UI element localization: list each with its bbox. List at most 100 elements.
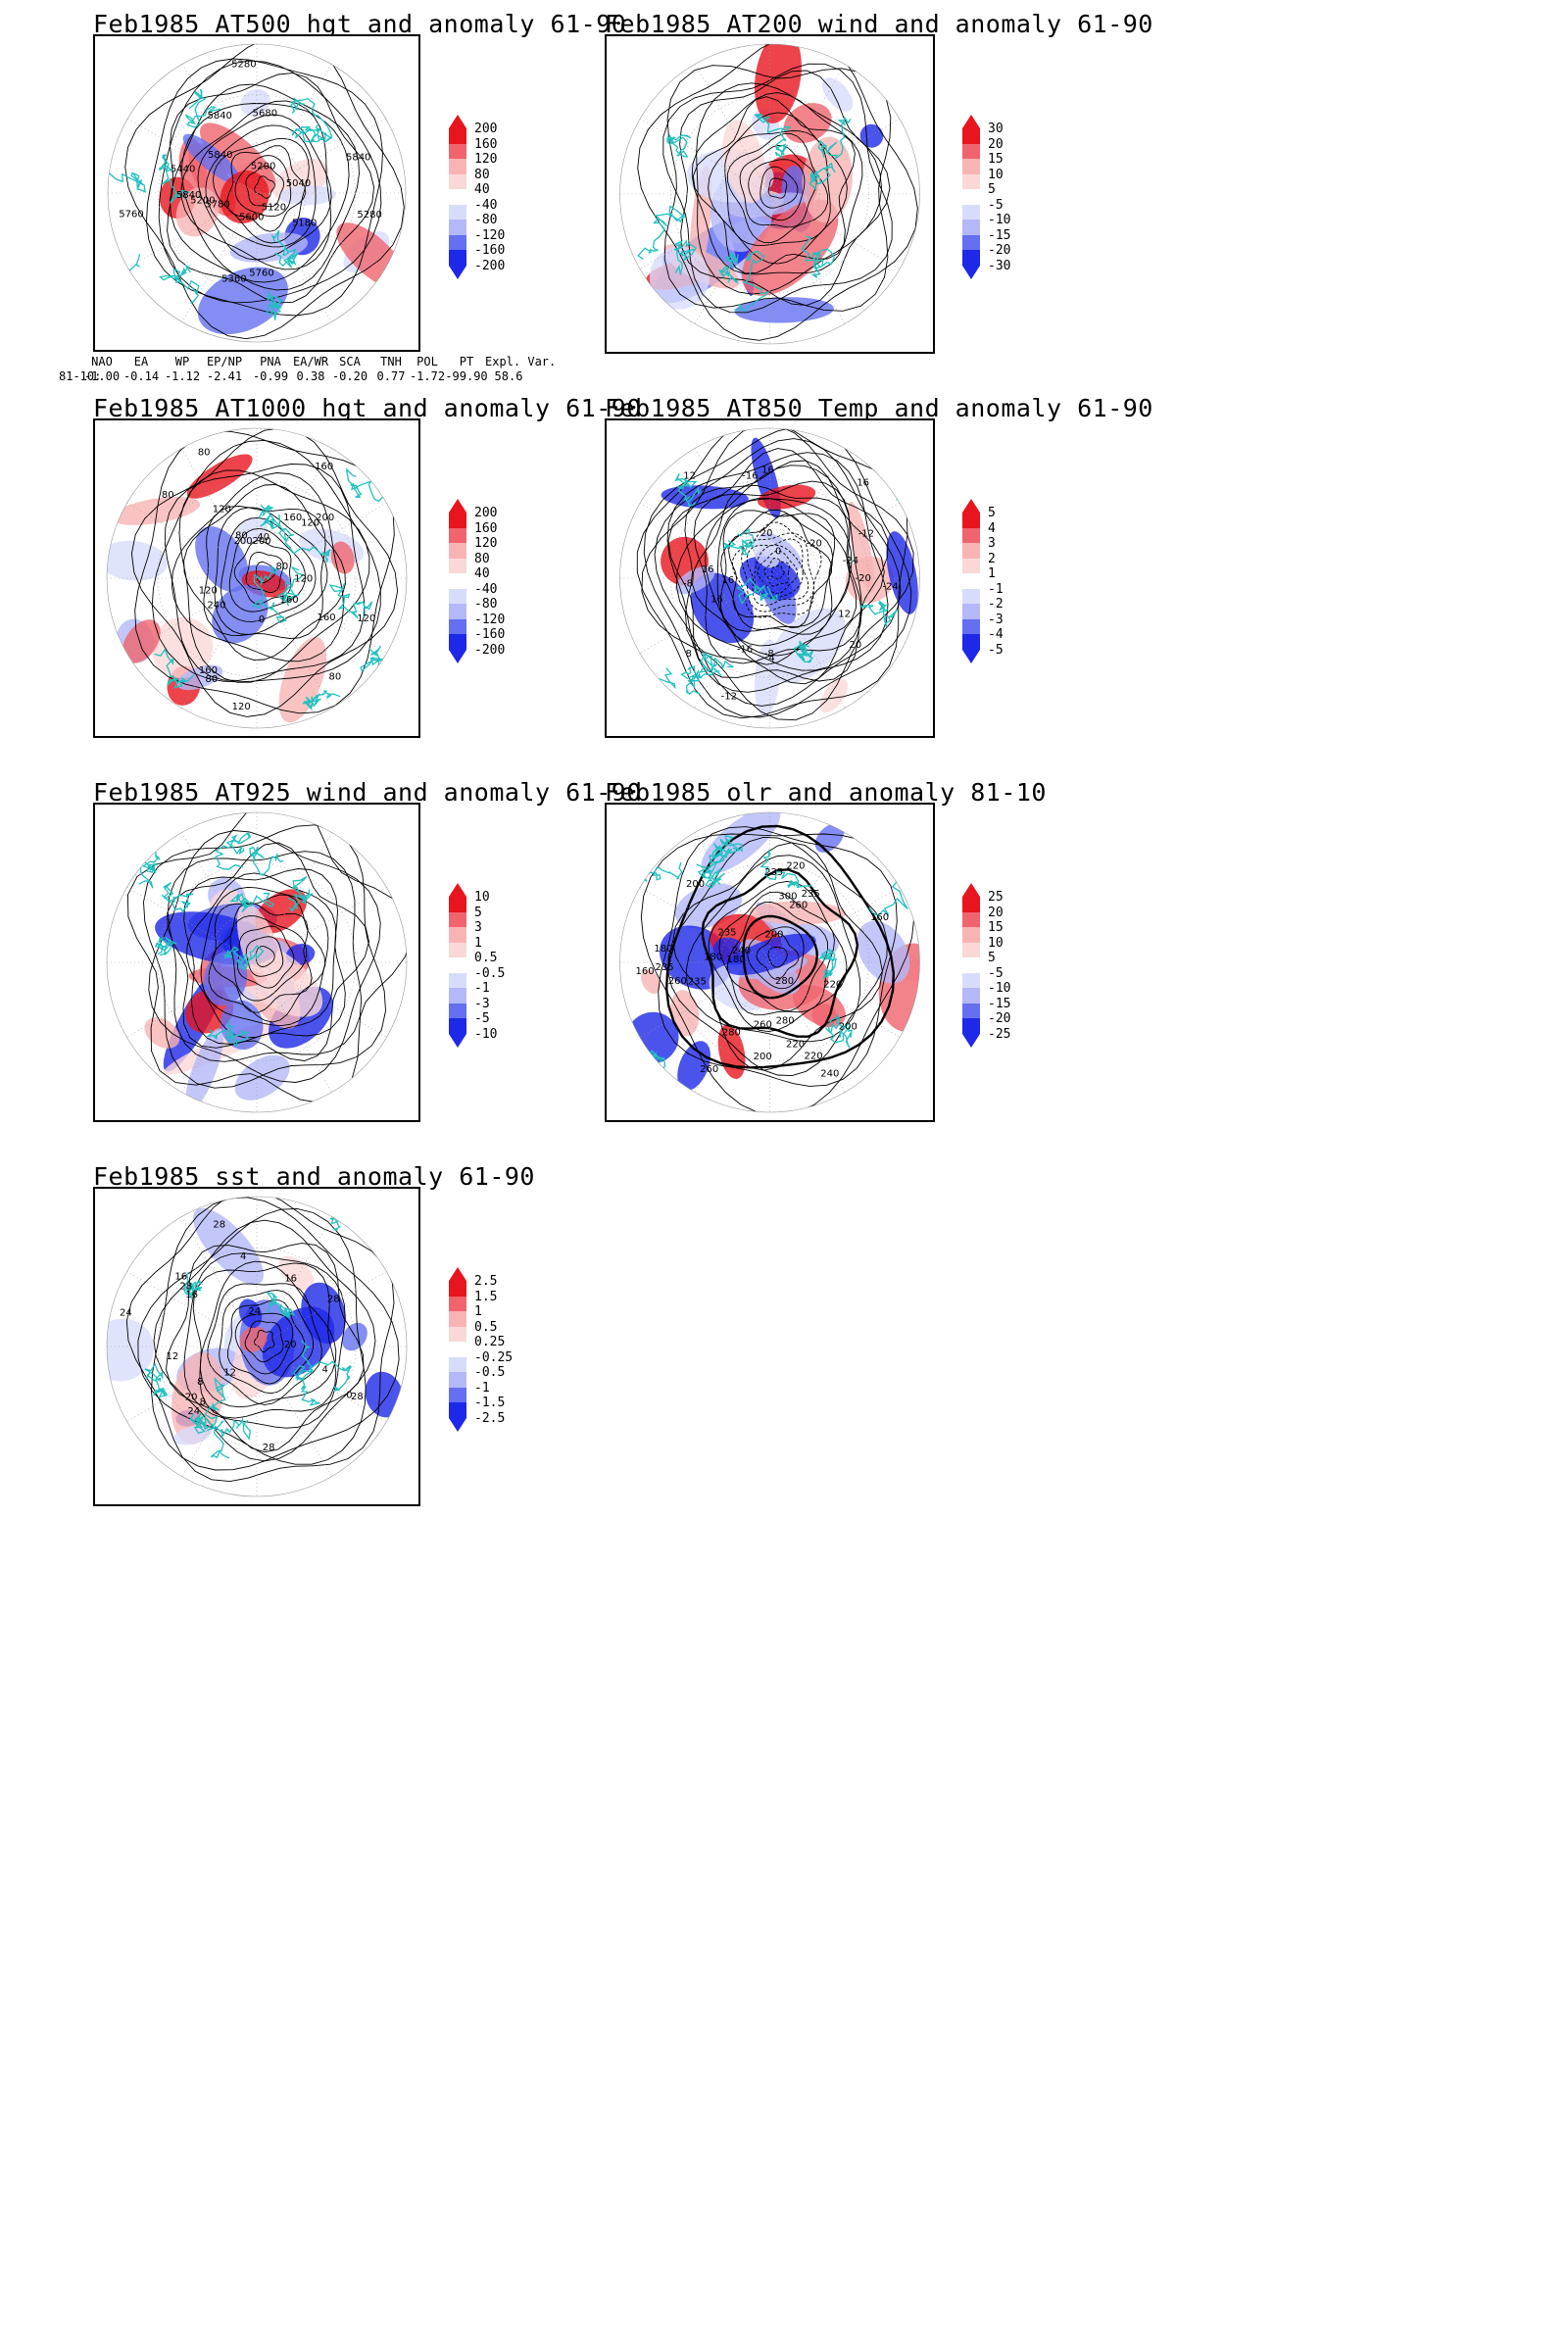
anomaly-shading <box>859 123 884 148</box>
coastline <box>665 134 692 158</box>
contour-label: 40 <box>257 532 270 543</box>
contour-label: 80 <box>235 531 248 542</box>
colorbar-min-arrow <box>449 649 466 663</box>
contour-label: 220 <box>786 1039 805 1050</box>
colorbar-min-arrow <box>449 1417 466 1432</box>
table-header: EA <box>133 355 149 368</box>
anomaly-shading <box>234 1054 290 1101</box>
table-header: SCA <box>339 355 361 368</box>
anomaly-shading <box>239 1326 268 1352</box>
contour-label: 20 <box>185 1392 198 1402</box>
anomaly-shading <box>197 267 288 335</box>
contour-label: -16 <box>742 471 758 482</box>
table-cell: -0.99 <box>252 369 289 383</box>
anomaly-shading <box>262 1306 335 1378</box>
colorbar-tick-label: 3 <box>988 536 996 551</box>
contour-label: 5360 <box>221 274 246 285</box>
map-boundary <box>619 811 920 1113</box>
colorbar-segment <box>962 543 980 559</box>
contour-line <box>228 527 306 612</box>
colorbar-segment <box>962 634 980 650</box>
contour-label: 180 <box>704 953 722 963</box>
contour-line <box>672 842 883 1071</box>
map-content <box>107 812 407 1112</box>
contour-line <box>148 830 381 1083</box>
contour-label: 200 <box>686 879 705 890</box>
map-canvas: 8012016040200801201602001201602402000120… <box>106 427 408 729</box>
colorbar-max-arrow <box>449 1267 466 1281</box>
anomaly-shading <box>822 77 854 112</box>
colorbar-segment <box>449 588 466 604</box>
anomaly-shading <box>783 103 832 143</box>
contour-line <box>724 130 831 246</box>
contour-label: 235 <box>802 889 820 900</box>
contour-label: 28 <box>213 1220 225 1231</box>
map-content: 16 12 8 4 0 -8 -12 -16 -20 -24 -20 -24 -16 -12 -8 16 20 1… <box>619 428 920 728</box>
coastline <box>287 876 315 913</box>
table-header: NAO <box>91 355 113 368</box>
coastline <box>258 504 281 530</box>
longitude-line <box>639 887 901 1038</box>
latitude-circle <box>719 528 820 628</box>
contour-label: -12 <box>721 691 737 702</box>
anomaly-shading <box>675 566 715 595</box>
coastline <box>808 162 836 191</box>
colorbar-max-arrow <box>962 115 980 128</box>
colorbar-segment <box>449 128 466 144</box>
anomaly-shading <box>279 185 336 206</box>
colorbar-segment <box>449 1402 466 1418</box>
contour-line <box>214 507 328 635</box>
contour-label: 80 <box>198 448 211 459</box>
row-label: 81-10: <box>59 369 102 383</box>
colorbar-segment <box>449 604 466 619</box>
contour-label: 16 <box>710 595 723 606</box>
coastline <box>204 1377 226 1432</box>
contour-line <box>708 880 848 1033</box>
contour-line <box>137 1207 367 1465</box>
colorbar-tick-label: 10 <box>988 167 1004 182</box>
map-panel-925wind <box>93 803 420 1122</box>
table-cell: -2.41 <box>206 369 243 383</box>
colorbar-segment <box>962 911 980 927</box>
contour-label: 16 <box>284 1273 297 1284</box>
colorbar-tick-label: 0.5 <box>474 951 498 965</box>
contour-line <box>767 177 788 199</box>
teleconnection-index-table: NAO EA WP EP/NP PNA EA/WR SCA TNH POL PT Expl. Var… <box>59 355 556 384</box>
contour-line <box>692 96 856 274</box>
coastline <box>302 690 341 711</box>
coastline <box>290 97 333 143</box>
table-header: TNH <box>380 355 402 368</box>
contour-line <box>212 137 310 244</box>
contour-line <box>658 826 898 1087</box>
contour-line <box>166 1243 365 1453</box>
contour-line <box>708 112 848 265</box>
contour-line <box>178 469 370 683</box>
contour-line <box>229 915 308 1002</box>
contour-label: 5280 <box>231 60 256 71</box>
contour-label: 120 <box>357 613 375 624</box>
table-cell: 0.38 <box>296 369 325 383</box>
contour-line <box>701 868 859 1038</box>
contour-line <box>227 1298 306 1385</box>
contour-line <box>741 532 814 612</box>
table-cell: -1.72 <box>409 369 446 383</box>
map-content: 8012016040200801201602001201602402000120… <box>107 428 407 728</box>
contour-line <box>731 521 822 618</box>
anomaly-shading <box>886 531 918 614</box>
contour-label: 120 <box>232 702 251 712</box>
contour-label: 235 <box>764 867 783 878</box>
contour-label: 280 <box>775 976 794 987</box>
contour-label: 5200 <box>190 195 215 206</box>
contour-line <box>171 472 344 662</box>
colorbar-segment <box>449 173 466 189</box>
contour-label: 5440 <box>171 164 195 174</box>
colorbar-tick-label: -20 <box>988 1011 1011 1026</box>
contour-line <box>208 894 326 1023</box>
colorbar-segment <box>449 527 466 543</box>
panel-title: Feb1985 AT1000 hgt and anomaly 61-90 <box>93 394 642 422</box>
contour-label: 20 <box>760 528 773 539</box>
colorbar-tick-label: -200 <box>474 642 506 658</box>
anomaly-shading <box>701 812 781 874</box>
contour-line <box>716 497 851 647</box>
